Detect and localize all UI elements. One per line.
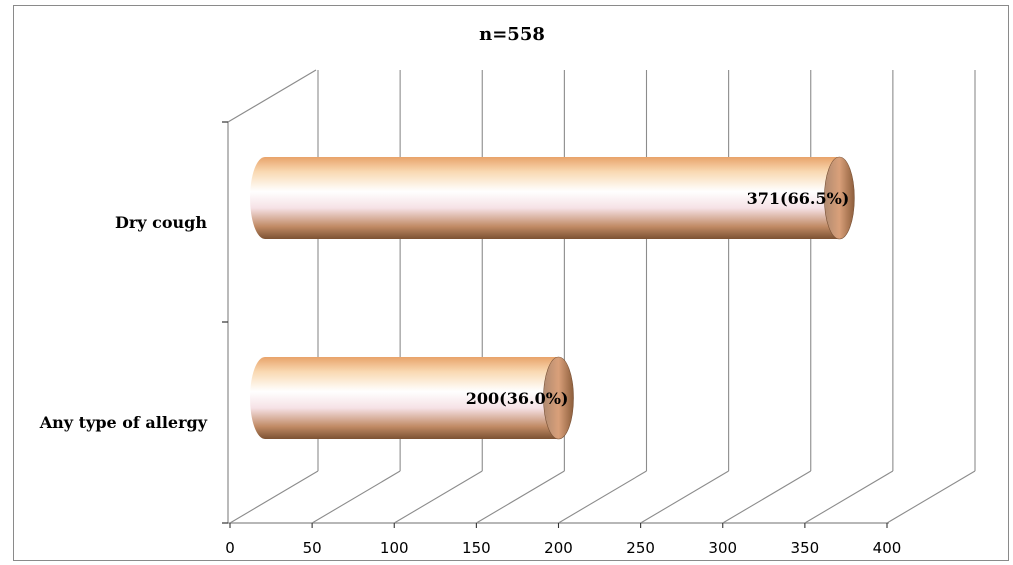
gridlines xyxy=(222,69,976,528)
gridline-floor xyxy=(311,470,401,524)
x-tick-label: 100 xyxy=(380,539,409,557)
x-tick-label: 300 xyxy=(708,539,737,557)
gridline-floor xyxy=(886,470,976,524)
bar-body xyxy=(250,157,840,239)
gridline-floor xyxy=(393,470,483,524)
labels: 0 50 100 150 200 250 300 350 400 200(36.0%) Any ty… xyxy=(39,189,902,557)
data-label: 200(36.0%) xyxy=(466,389,569,408)
category-label: Dry cough xyxy=(115,213,207,232)
x-tick-label: 50 xyxy=(303,539,322,557)
gridline-floor xyxy=(722,470,812,524)
x-tick-label: 400 xyxy=(873,539,902,557)
bar-dry-cough xyxy=(250,156,855,240)
gridline-floor xyxy=(229,470,319,524)
gridline-floor xyxy=(476,470,565,524)
data-label: 371(66.5%) xyxy=(747,189,850,208)
bar-body xyxy=(250,357,559,439)
x-tick-label: 200 xyxy=(544,539,573,557)
x-tick-label: 350 xyxy=(791,539,820,557)
gridline-floor xyxy=(640,470,729,524)
bar-end-cap xyxy=(543,356,574,440)
chart-title: n=558 xyxy=(479,24,545,45)
gridline-floor xyxy=(558,470,647,524)
x-tick-label: 150 xyxy=(462,539,491,557)
x-tick-label: 250 xyxy=(626,539,655,557)
x-tick-label: 0 xyxy=(225,539,235,557)
bar-end-cap xyxy=(824,156,855,240)
chart-frame xyxy=(13,5,1009,561)
bars xyxy=(250,156,855,440)
gridline-floor xyxy=(804,470,894,524)
category-label: Any type of allergy xyxy=(39,413,208,432)
left-wall-top xyxy=(227,69,317,123)
bar-any-type-of-allergy xyxy=(250,356,574,440)
